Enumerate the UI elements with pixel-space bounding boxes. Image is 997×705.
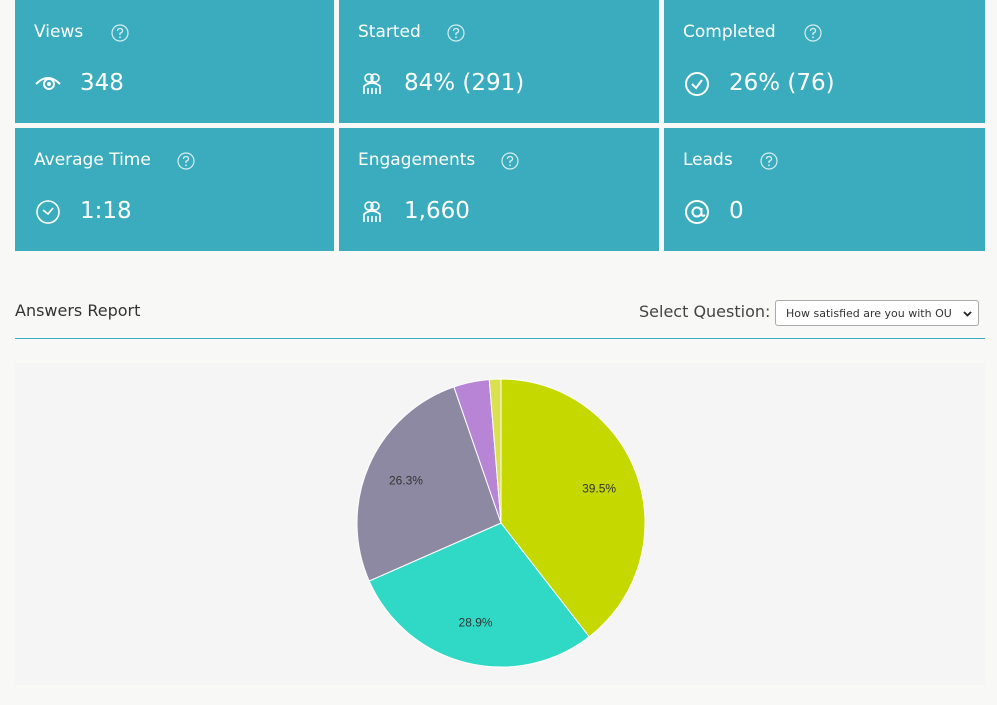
help-icon[interactable] bbox=[501, 152, 519, 170]
stat-card: Average Time 1:18 bbox=[15, 128, 334, 251]
slice-label: 28.9% bbox=[459, 616, 493, 630]
select-arrow bbox=[963, 311, 972, 317]
pie-slice bbox=[500, 378, 646, 638]
pie-slice bbox=[368, 522, 590, 668]
stat-card: Started 84% (291) bbox=[339, 0, 659, 123]
pie-slice bbox=[356, 386, 502, 582]
pie-chart: 39.5% 28.9% 26.3% bbox=[356, 378, 646, 668]
card-value: 1:18 bbox=[80, 198, 132, 224]
card-icon bbox=[35, 77, 61, 90]
card-title: Views bbox=[34, 22, 84, 42]
stat-card: Views 348 bbox=[15, 0, 334, 123]
card-value: 26% (76) bbox=[729, 70, 835, 96]
divider bbox=[15, 338, 985, 339]
card-title: Average Time bbox=[34, 150, 151, 170]
card-title: Leads bbox=[683, 150, 733, 170]
card-title: Started bbox=[358, 22, 421, 42]
chart-panel: 39.5% 28.9% 26.3% bbox=[15, 363, 985, 685]
card-icon bbox=[363, 73, 381, 94]
help-icon[interactable] bbox=[177, 152, 195, 170]
card-title: Completed bbox=[683, 22, 776, 42]
help-icon[interactable] bbox=[447, 24, 465, 42]
question-select[interactable]: How satisfied are you with OU bbox=[775, 300, 979, 326]
select-value: How satisfied are you with OU bbox=[786, 307, 952, 320]
slice-label: 26.3% bbox=[389, 474, 423, 488]
card-icon bbox=[685, 200, 709, 224]
card-icon bbox=[685, 72, 709, 96]
help-icon[interactable] bbox=[804, 24, 822, 42]
report-title: Answers Report bbox=[15, 301, 141, 320]
select-label: Select Question: bbox=[639, 302, 771, 321]
card-value: 348 bbox=[80, 70, 124, 96]
pie-slice bbox=[488, 378, 502, 524]
card-value: 84% (291) bbox=[404, 70, 525, 96]
card-icon bbox=[36, 200, 60, 224]
help-icon[interactable] bbox=[760, 152, 778, 170]
card-value: 1,660 bbox=[404, 198, 470, 224]
card-value: 0 bbox=[729, 198, 744, 224]
slice-label: 39.5% bbox=[582, 482, 616, 496]
stat-card: Engagements 1,660 bbox=[339, 128, 659, 251]
stat-card: Completed 26% (76) bbox=[664, 0, 985, 123]
stat-card: Leads 0 bbox=[664, 128, 985, 251]
card-icon bbox=[363, 201, 381, 222]
help-icon[interactable] bbox=[111, 24, 129, 42]
card-title: Engagements bbox=[358, 150, 476, 170]
